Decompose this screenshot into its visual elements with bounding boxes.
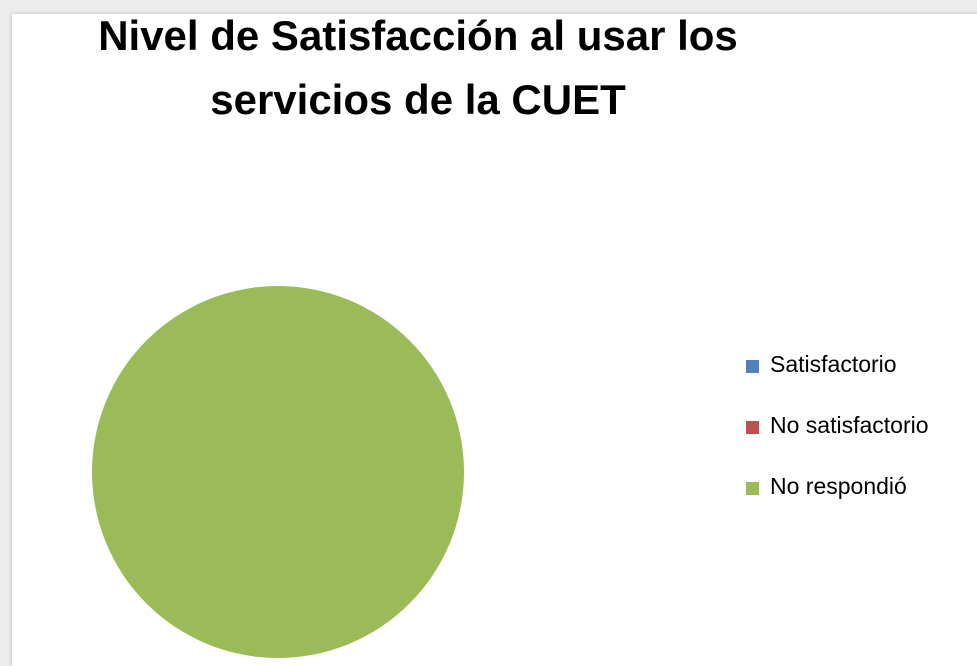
legend-swatch: [746, 360, 759, 373]
legend-swatch: [746, 421, 759, 434]
legend-label: No satisfactorio: [770, 412, 929, 438]
pie-slice: [92, 286, 464, 658]
legend-label: Satisfactorio: [770, 351, 897, 377]
chart-title: Nivel de Satisfacción al usar los servic…: [98, 12, 738, 123]
legend-label: No respondió: [770, 473, 907, 499]
legend-swatch: [746, 482, 759, 495]
